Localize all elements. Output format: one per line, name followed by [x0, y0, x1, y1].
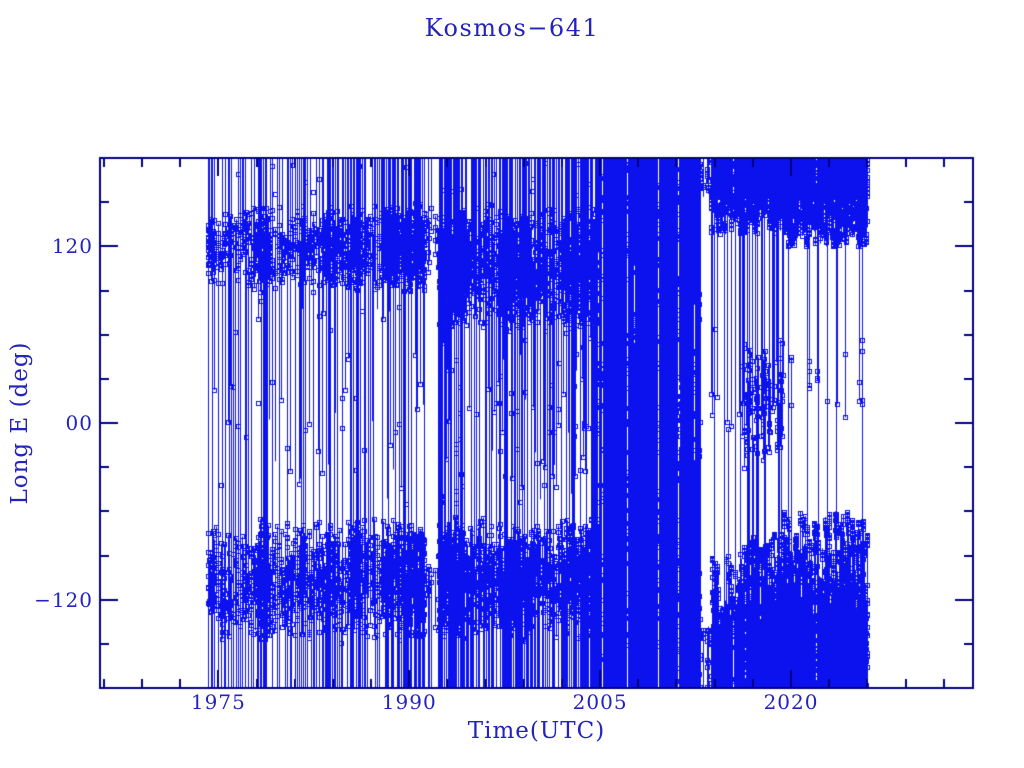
x-tick-label: 1990 — [381, 690, 437, 714]
y-tick-label: −120 — [34, 587, 93, 612]
x-axis-title: Time(UTC) — [467, 718, 606, 744]
y-tick-label: 120 — [51, 234, 93, 259]
y-tick-label: 00 — [65, 411, 93, 435]
y-axis-title: Long E (deg) — [7, 341, 33, 505]
x-tick-label: 1975 — [190, 690, 246, 714]
x-tick-label: 2005 — [572, 690, 628, 714]
x-tick-label: 2020 — [763, 690, 819, 714]
chart-title: Kosmos−641 — [424, 14, 600, 42]
